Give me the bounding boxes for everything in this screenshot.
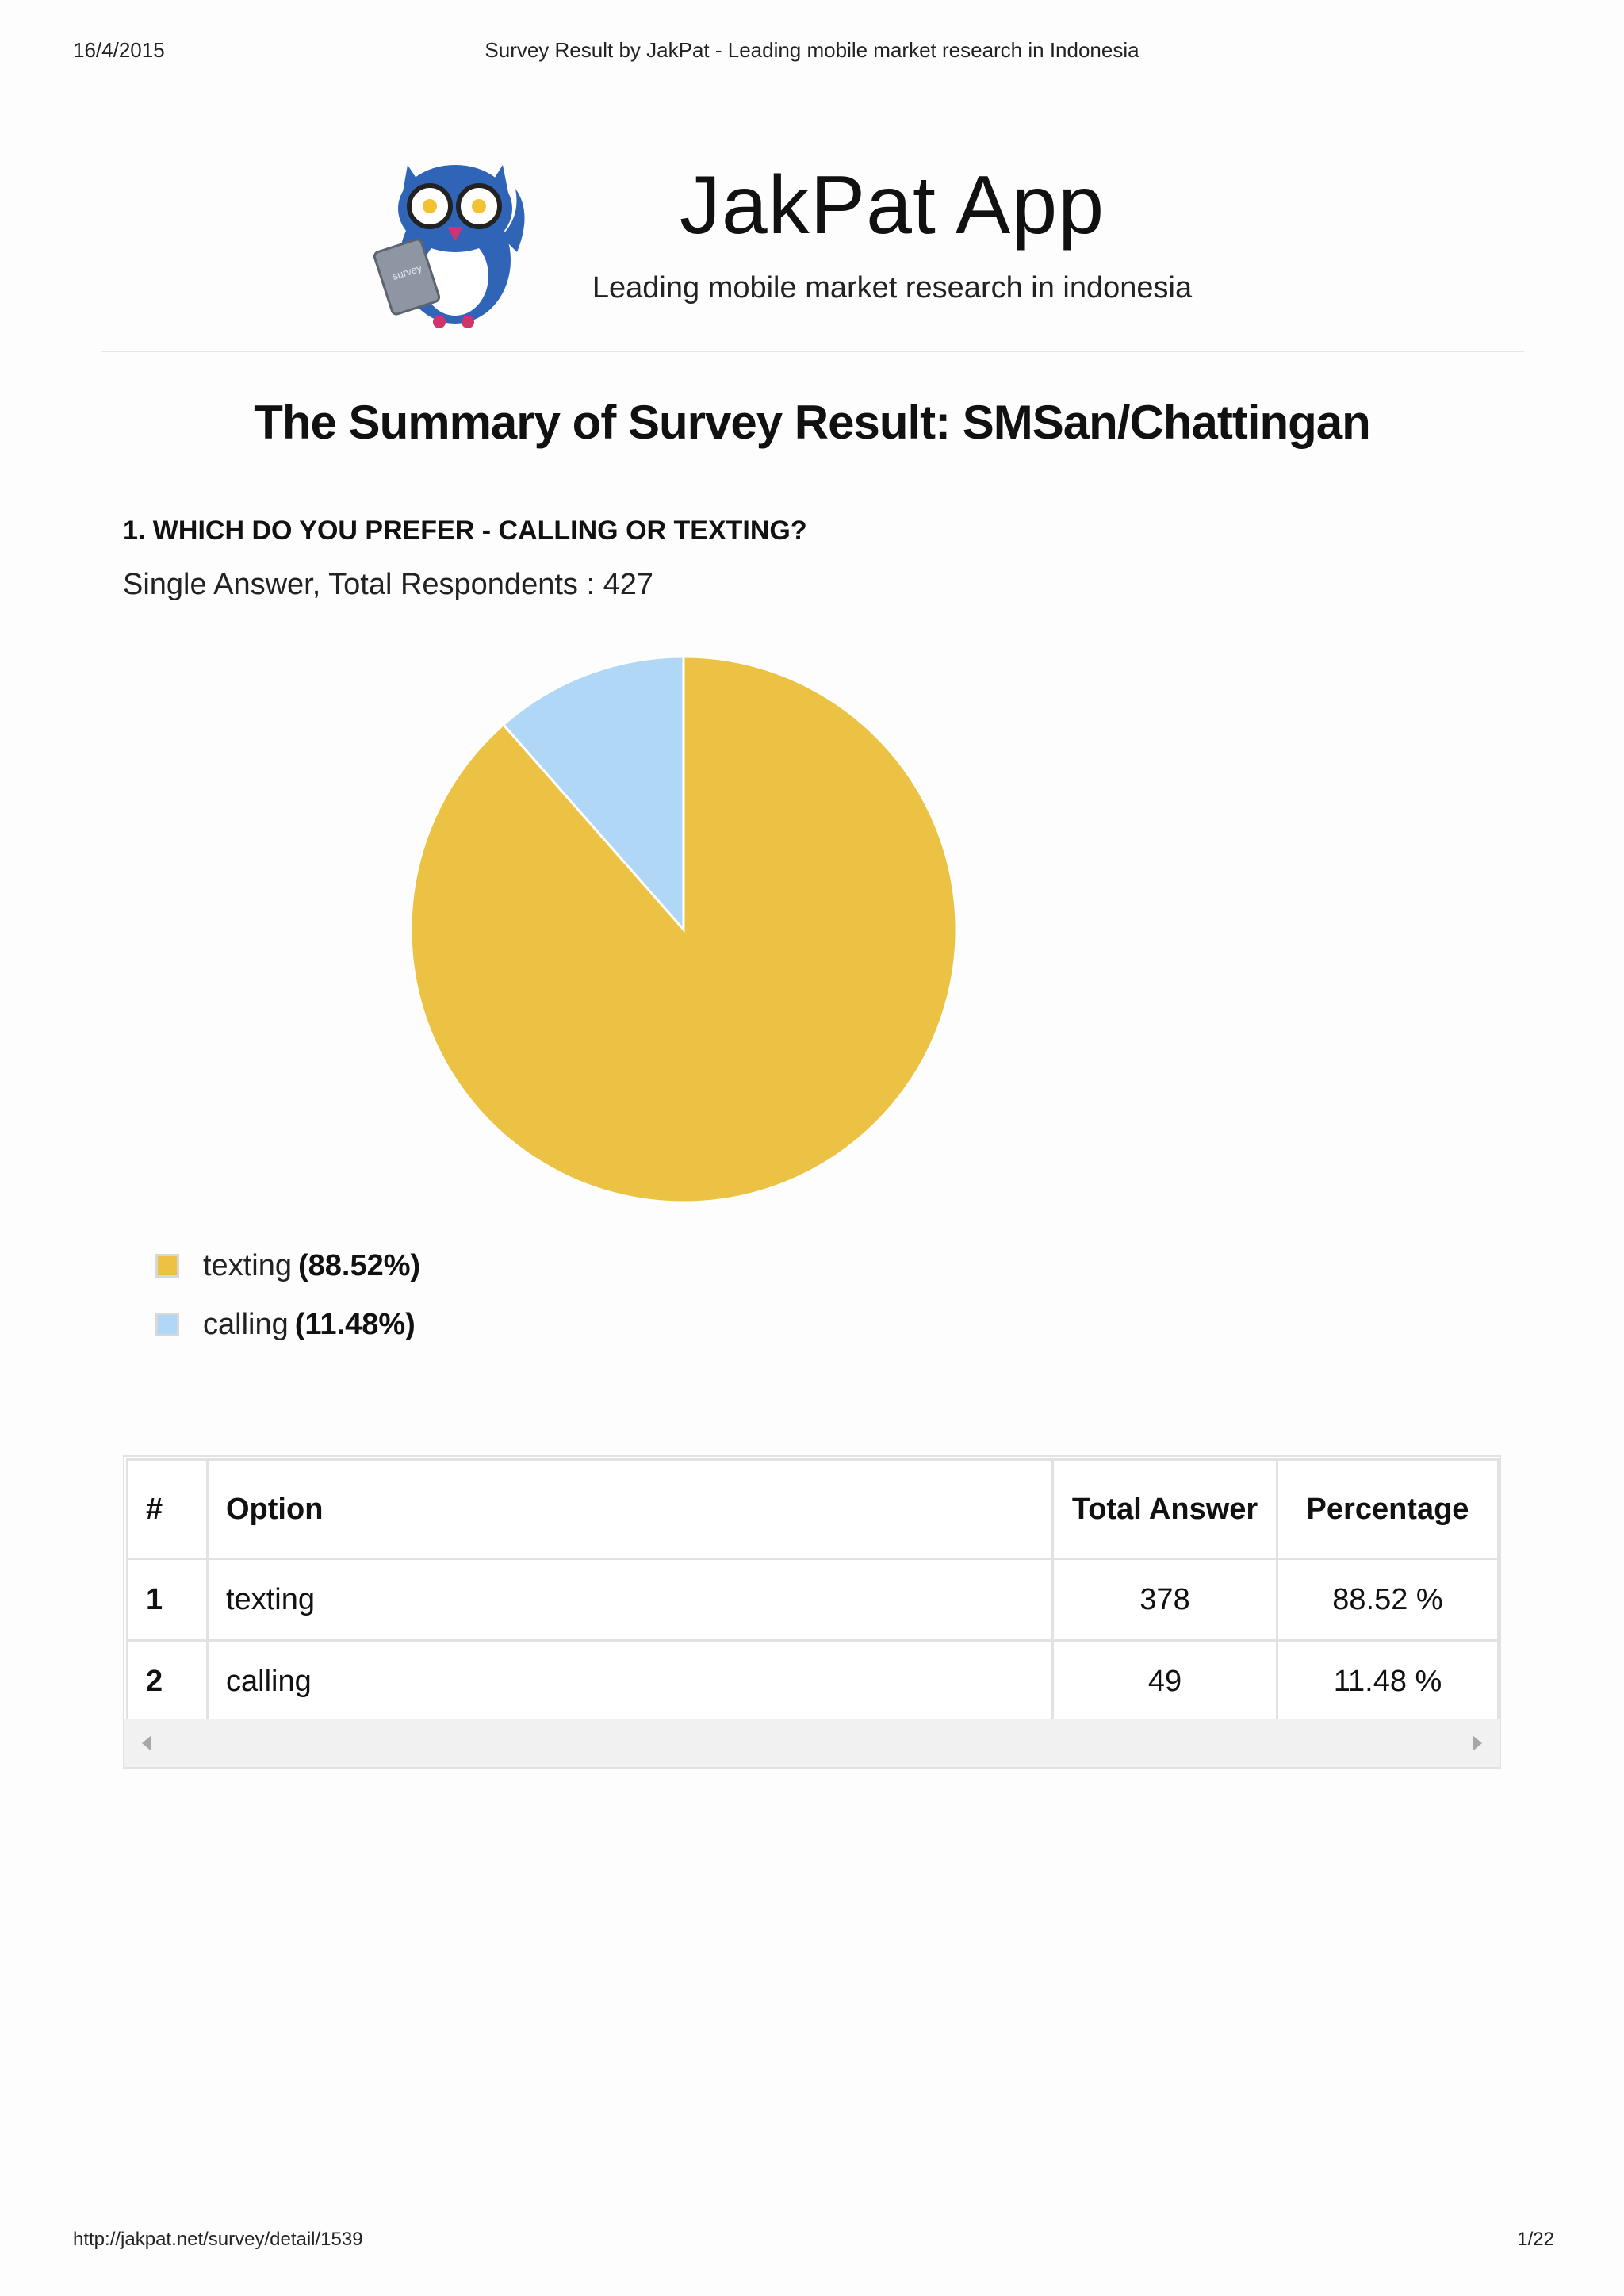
owl-foot-left — [433, 316, 446, 328]
owl-wing — [501, 189, 525, 252]
owl-logo: survey — [373, 165, 525, 328]
row-percentage: 11.48 % — [1276, 1639, 1500, 1723]
results-table: # Option Total Answer Percentage 1 texti… — [126, 1458, 1500, 1723]
pie-slice-calling — [501, 655, 685, 933]
scroll-right-arrow-icon[interactable] — [1473, 1735, 1482, 1751]
header-total-answer: Total Answer — [1051, 1458, 1278, 1560]
owl-beak — [447, 227, 463, 241]
row-total-answer: 378 — [1051, 1558, 1278, 1642]
header-number: # — [126, 1458, 209, 1560]
owl-pupil-left — [423, 199, 437, 213]
question-meta: Single Answer, Total Respondents : 427 — [123, 568, 653, 601]
legend-swatch-texting — [155, 1254, 179, 1278]
row-percentage: 88.52 % — [1276, 1558, 1500, 1642]
table-row: 2 calling 49 11.48 % — [126, 1639, 1500, 1723]
results-table-container: # Option Total Answer Percentage 1 texti… — [123, 1455, 1501, 1769]
legend-item-calling: calling (11.48%) — [155, 1305, 420, 1343]
owl-foot-right — [462, 316, 474, 328]
scroll-left-arrow-icon[interactable] — [142, 1735, 151, 1751]
row-option: texting — [206, 1558, 1054, 1642]
notebook-icon — [373, 238, 441, 316]
horizontal-scrollbar[interactable] — [124, 1719, 1500, 1767]
header-divider — [102, 351, 1524, 352]
row-number: 1 — [126, 1558, 209, 1642]
owl-pupil-right — [472, 199, 486, 213]
row-number: 2 — [126, 1639, 209, 1723]
legend-label: calling — [203, 1307, 289, 1341]
row-option: calling — [206, 1639, 1054, 1723]
question-title: 1. WHICH DO YOU PREFER - CALLING OR TEXT… — [123, 516, 807, 546]
header-percentage: Percentage — [1276, 1458, 1500, 1560]
legend-percentage: (88.52%) — [297, 1248, 421, 1282]
legend-percentage: (11.48%) — [294, 1307, 416, 1341]
table-row: 1 texting 378 88.52 % — [126, 1558, 1500, 1642]
chart-legend: texting (88.52%) calling (11.48%) — [155, 1247, 420, 1364]
table-header-row: # Option Total Answer Percentage — [126, 1458, 1500, 1560]
print-footer-url: http://jakpat.net/survey/detail/1539 — [73, 2229, 363, 2250]
print-header-title: Survey Result by JakPat - Leading mobile… — [485, 38, 1139, 62]
row-total-answer: 49 — [1051, 1639, 1278, 1723]
app-subtitle: Leading mobile market research in indone… — [592, 271, 1193, 305]
print-header-date: 16/4/2015 — [73, 38, 165, 62]
legend-label: texting — [203, 1248, 292, 1282]
header-option: Option — [206, 1458, 1054, 1560]
legend-item-texting: texting (88.52%) — [155, 1247, 420, 1285]
app-title: JakPat App — [679, 159, 1105, 251]
legend-swatch-calling — [155, 1313, 179, 1336]
summary-title: The Summary of Survey Result: SMSan/Chat… — [254, 396, 1371, 449]
print-footer-page: 1/22 — [1517, 2229, 1554, 2250]
pie-slice-texting — [409, 655, 958, 1204]
